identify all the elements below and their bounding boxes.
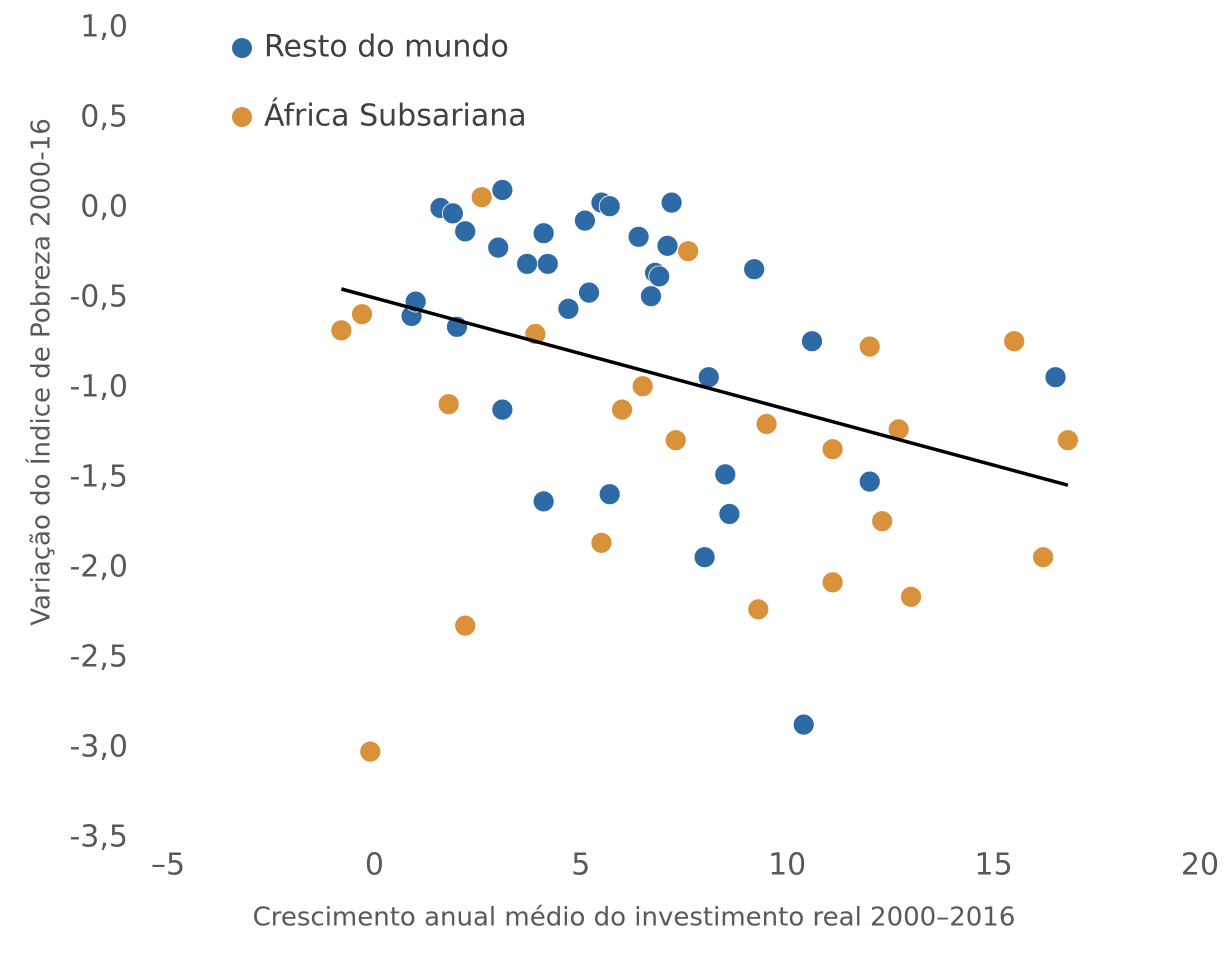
y-tick-label: -3,5 — [69, 820, 128, 855]
point — [330, 319, 353, 342]
x-tick-label: –5 — [151, 848, 185, 883]
point — [454, 614, 477, 637]
point — [640, 285, 662, 308]
point — [516, 252, 539, 275]
point — [821, 571, 844, 594]
point — [747, 598, 770, 621]
point — [714, 463, 737, 486]
point — [1044, 366, 1067, 389]
y-tick-label: -1,0 — [69, 370, 128, 405]
point — [441, 202, 464, 225]
y-tick-label: -3,0 — [69, 730, 128, 765]
point — [590, 531, 613, 554]
x-tick-label: 10 — [768, 848, 806, 883]
point — [801, 330, 823, 353]
legend-marker — [232, 38, 252, 58]
point — [718, 503, 741, 525]
x-tick-label: 20 — [1181, 848, 1219, 883]
y-tick-label: -2,5 — [69, 640, 128, 675]
point — [792, 713, 815, 736]
point — [631, 375, 654, 398]
point — [900, 585, 922, 608]
x-axis-title: Crescimento anual médio do investimento … — [253, 903, 1016, 933]
point — [656, 234, 679, 257]
y-tick-label: 1,0 — [80, 10, 128, 45]
point — [536, 252, 559, 275]
y-axis-title: Variação do Índice de Pobreza 2000-16 — [25, 118, 57, 626]
point — [532, 490, 555, 513]
point — [821, 438, 844, 461]
point — [660, 191, 683, 214]
point — [487, 236, 510, 259]
legend-label: Resto do mundo — [264, 30, 509, 65]
point — [755, 413, 778, 435]
point — [532, 222, 555, 245]
point — [574, 209, 596, 232]
y-tick-label: -2,0 — [69, 550, 128, 585]
point — [1032, 546, 1055, 569]
point — [491, 179, 514, 201]
point — [359, 740, 382, 763]
point — [578, 281, 600, 304]
y-tick-label: 0,5 — [80, 100, 128, 135]
point — [648, 265, 671, 288]
point — [743, 258, 766, 281]
trend-line — [340, 287, 1069, 487]
y-tick-label: 0,0 — [80, 190, 128, 225]
point — [557, 297, 580, 320]
point — [611, 398, 633, 421]
point — [693, 546, 716, 569]
x-tick-label: 5 — [571, 848, 590, 883]
point — [351, 303, 373, 326]
point — [627, 225, 650, 248]
point — [437, 393, 460, 416]
y-tick-label: -1,5 — [69, 460, 128, 495]
point — [858, 335, 881, 358]
point — [1003, 330, 1026, 353]
legend-marker — [232, 107, 252, 127]
point — [858, 470, 881, 493]
point — [1057, 429, 1079, 452]
point — [491, 398, 514, 421]
point — [677, 240, 700, 263]
point — [454, 220, 477, 243]
point — [470, 186, 493, 209]
x-tick-label: 15 — [975, 848, 1013, 883]
legend-label: África Subsariana — [264, 98, 527, 134]
point — [598, 195, 621, 218]
point — [871, 510, 894, 533]
x-tick-label: 0 — [365, 848, 384, 883]
y-tick-label: -0,5 — [69, 280, 128, 315]
point — [598, 483, 621, 506]
point — [664, 429, 687, 452]
